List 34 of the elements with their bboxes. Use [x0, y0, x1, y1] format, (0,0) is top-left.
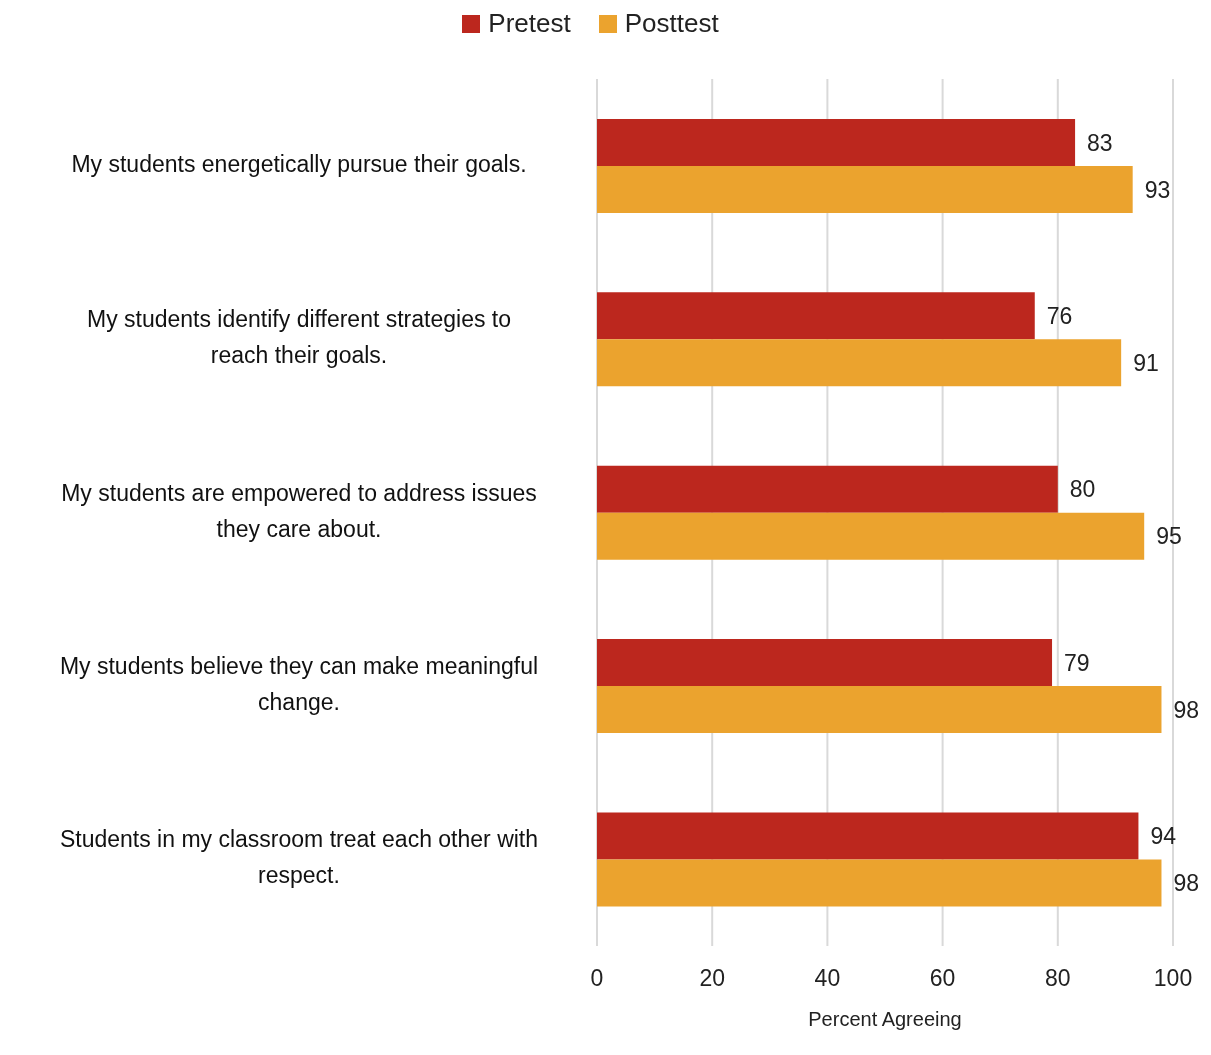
data-label: 98	[1173, 870, 1200, 897]
y-tick-label: Students in my classroom treat each other with respect.	[59, 826, 539, 889]
data-label: 95	[1156, 523, 1182, 550]
bar	[597, 686, 1162, 734]
data-label: 83	[1087, 129, 1113, 156]
x-tick-label: 0	[590, 965, 604, 992]
x-tick-label: 60	[929, 965, 956, 992]
bar	[597, 118, 1076, 166]
data-label: 80	[1069, 476, 1096, 503]
x-tick-label: 20	[699, 965, 725, 992]
data-label: 79	[1064, 649, 1090, 676]
bar	[597, 639, 1053, 687]
bar	[597, 292, 1035, 340]
legend-label: Pretest	[488, 8, 571, 39]
y-tick-label: My students are empowered to address issues they care about.	[61, 479, 537, 542]
data-label: 94	[1150, 823, 1177, 850]
data-label: 76	[1046, 302, 1073, 329]
x-tick-label: 40	[814, 965, 841, 992]
y-tick-label: My students identify different strategies to reach their goals.	[86, 306, 512, 369]
x-tick-label: 100	[1153, 965, 1193, 992]
bar	[597, 812, 1139, 860]
legend-label: Posttest	[624, 8, 719, 39]
bar	[597, 339, 1122, 387]
bar	[597, 512, 1145, 560]
data-label: 93	[1144, 176, 1171, 203]
x-axis-title: Percent Agreeing	[808, 1008, 962, 1030]
data-label: 91	[1133, 349, 1159, 376]
y-tick-label: My students energetically pursue their goals.	[71, 150, 527, 177]
y-tick-label: My students believe they can make meaningful change.	[59, 652, 539, 715]
bar	[597, 859, 1162, 907]
bar	[597, 165, 1133, 213]
bar	[597, 465, 1058, 513]
data-label: 98	[1173, 696, 1200, 723]
x-tick-label: 80	[1045, 965, 1071, 992]
